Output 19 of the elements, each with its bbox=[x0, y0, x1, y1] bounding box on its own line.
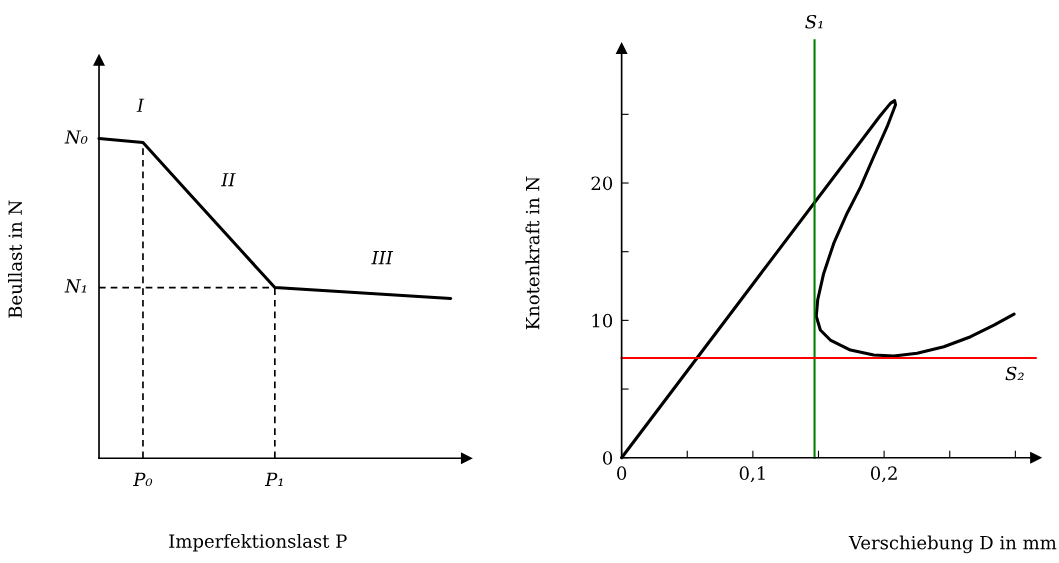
annotation: II bbox=[220, 173, 236, 187]
text: I bbox=[136, 98, 145, 112]
annotation: III bbox=[371, 251, 394, 265]
x-tick-label: 0,1 bbox=[739, 466, 765, 483]
text: N₁ bbox=[64, 279, 86, 293]
x-tick-label: 0 bbox=[617, 466, 627, 481]
x-axis-title: Verschiebung D in mm bbox=[848, 535, 1057, 554]
text: N₀ bbox=[64, 130, 88, 144]
x-tick-label: P₁ bbox=[264, 472, 283, 486]
x-tick-label: P₀ bbox=[133, 472, 153, 487]
ref-line-label: S₂ bbox=[1005, 366, 1024, 381]
x-axis-title: Imperfektionslast P bbox=[169, 533, 347, 552]
y-tick-label: 0 bbox=[603, 451, 613, 465]
y-tick-label: 10 bbox=[592, 313, 613, 328]
y-tick-label: 20 bbox=[591, 176, 613, 191]
y-axis-title: Knotenkraft in N bbox=[525, 176, 540, 330]
ref-line-label: S₁ bbox=[805, 14, 823, 29]
y-axis-title: Beullast in N bbox=[8, 200, 23, 318]
x-tick-label: 0,2 bbox=[870, 466, 897, 483]
